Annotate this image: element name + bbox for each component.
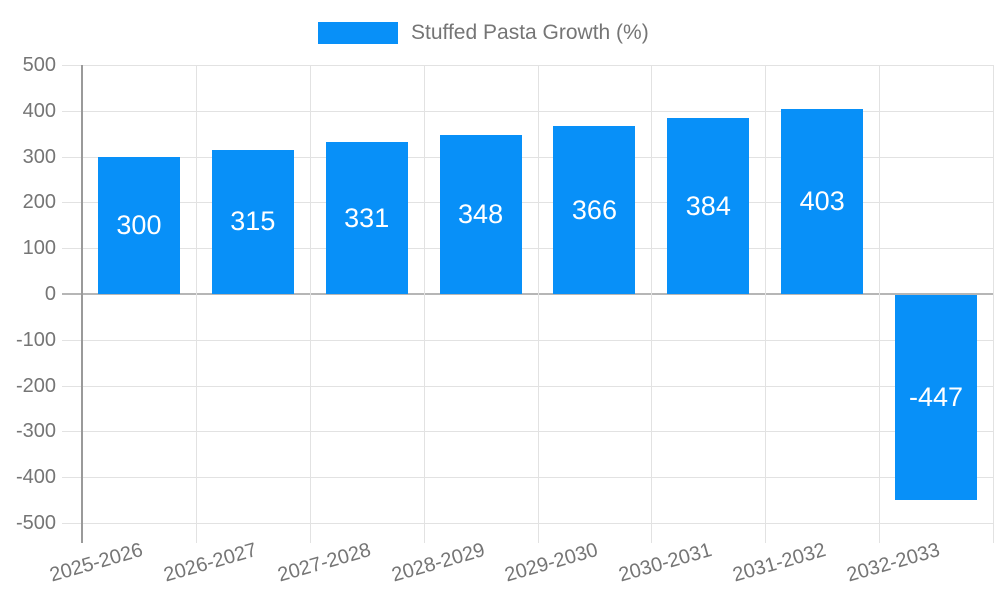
- bar-value-label: 403: [799, 186, 845, 217]
- y-gridline: [62, 385, 993, 387]
- y-axis-tick-label: -500: [15, 512, 56, 534]
- bar-value-label: 384: [685, 190, 731, 221]
- y-gridline: [62, 523, 993, 524]
- x-gridline: [765, 65, 767, 543]
- bar-value-label: 300: [116, 209, 162, 240]
- y-axis-tick-label: 0: [44, 283, 56, 305]
- y-gridline: [62, 248, 993, 250]
- x-gridline: [879, 65, 881, 543]
- bar-value-label: 331: [344, 202, 390, 233]
- y-gridline: [62, 339, 993, 341]
- legend-label: Stuffed Pasta Growth (%): [411, 21, 649, 44]
- y-axis-tick-label: 500: [22, 54, 56, 76]
- bar[interactable]: 315: [211, 149, 294, 294]
- y-axis-tick-label: 200: [22, 191, 56, 214]
- bar-value-label: 315: [230, 206, 276, 237]
- x-gridline: [651, 65, 653, 543]
- bar[interactable]: 366: [553, 126, 636, 294]
- bar[interactable]: -447: [895, 295, 978, 500]
- bar-value-label: 366: [571, 194, 617, 225]
- y-axis-tick-label: -400: [15, 466, 56, 489]
- bar-value-label: -447: [909, 381, 964, 412]
- x-gridline: [309, 65, 311, 543]
- y-gridline: [62, 431, 993, 433]
- x-gridline: [423, 65, 425, 543]
- legend[interactable]: Stuffed Pasta Growth (%): [318, 21, 649, 45]
- y-axis-tick-label: -300: [15, 420, 56, 443]
- y-gridline: [62, 202, 993, 204]
- y-axis-tick-label: -200: [15, 374, 56, 397]
- y-axis-line: [81, 65, 83, 543]
- legend-swatch: [318, 22, 398, 44]
- y-axis-tick-label: 100: [22, 237, 56, 260]
- bar[interactable]: 300: [97, 156, 180, 294]
- y-axis-tick-label: 400: [22, 99, 56, 122]
- y-axis-tick-label: 300: [22, 145, 56, 168]
- y-axis-tick-label: -100: [15, 328, 56, 351]
- y-gridline: [62, 110, 993, 112]
- bar[interactable]: 331: [325, 142, 408, 294]
- bar-value-label: 348: [458, 198, 504, 229]
- x-gridline: [537, 65, 539, 543]
- x-gridline: [195, 65, 197, 543]
- y-gridline: [62, 156, 993, 158]
- zero-gridline: [62, 293, 993, 295]
- bar[interactable]: 403: [781, 109, 864, 294]
- bar[interactable]: 384: [667, 118, 750, 294]
- y-gridline: [62, 65, 993, 66]
- x-gridline: [993, 65, 994, 543]
- bar[interactable]: 348: [439, 134, 522, 294]
- y-gridline: [62, 477, 993, 479]
